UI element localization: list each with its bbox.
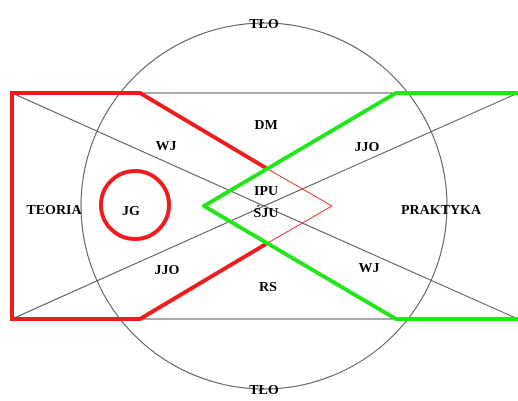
center-label-sju: ŚJU [254, 204, 279, 221]
upper-left-label: WJ [156, 139, 177, 154]
right-thin-diagonal-down [263, 205, 518, 320]
lower-left-label: JJO [155, 263, 180, 278]
teoria-red-upper-diagonal [138, 91, 268, 170]
lower-right-label: WJ [359, 261, 380, 276]
jg-label: JG [122, 204, 140, 219]
teoria-label: TEORIA [26, 203, 82, 218]
top-background-label: TŁO [249, 17, 279, 32]
upper-mid-label: DM [254, 118, 277, 133]
red-thin-lower-connector [265, 205, 333, 245]
lower-mid-label: RS [259, 280, 277, 295]
teoria-red-outline [10, 91, 140, 321]
red-thin-upper-connector [265, 167, 333, 207]
center-label-ipu: IPU [254, 184, 278, 199]
left-thin-diagonal-down [11, 92, 265, 207]
background-circle [80, 22, 448, 390]
right-thin-diagonal-up [263, 92, 518, 207]
teoria-red-lower-diagonal [138, 242, 268, 321]
bottom-background-label: TŁO [249, 383, 279, 398]
praktyka-green-outline [202, 91, 518, 321]
upper-right-label: JJO [355, 140, 380, 155]
jg-red-circle [99, 169, 171, 241]
left-thin-diagonal-up [11, 205, 265, 320]
praktyka-label: PRAKTYKA [401, 203, 482, 218]
